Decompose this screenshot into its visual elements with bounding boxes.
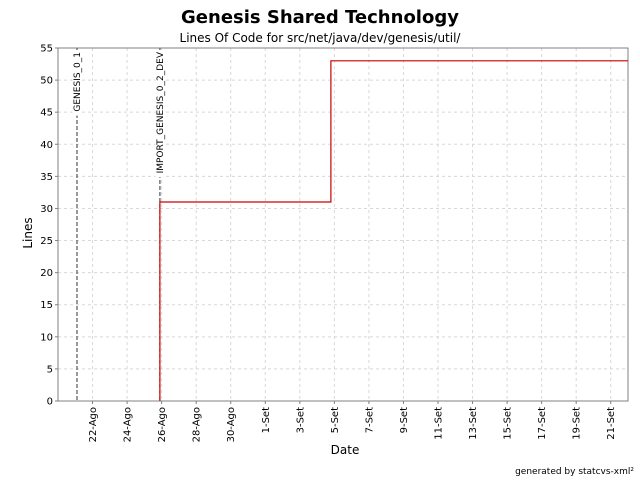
x-tick-label: 13-Set bbox=[468, 407, 479, 440]
plot-area: 0 5 10 15 20 25 30 35 40 45 50 55 22-Ago 24-Ago 26-Ago… bbox=[40, 44, 629, 442]
x-tick-label: 26-Ago bbox=[157, 407, 168, 442]
y-tick-label: 20 bbox=[40, 268, 53, 279]
y-tick-label: 35 bbox=[40, 172, 53, 183]
marker-label: GENESIS_0_1 bbox=[73, 52, 83, 112]
x-tick-label: 11-Set bbox=[434, 407, 445, 440]
y-tick-label: 30 bbox=[40, 204, 53, 215]
x-tick-label: 15-Set bbox=[503, 407, 514, 440]
x-tick-label: 1-Set bbox=[261, 407, 272, 433]
y-tick-label: 50 bbox=[40, 76, 53, 87]
x-tick-label: 30-Ago bbox=[226, 407, 237, 442]
y-tick-label: 45 bbox=[40, 108, 53, 119]
x-tick-label: 24-Ago bbox=[123, 407, 134, 442]
x-axis-label: Date bbox=[331, 443, 360, 457]
marker-label: IMPORT_GENESIS_0_2_DEV bbox=[156, 51, 166, 173]
marker-label-background bbox=[155, 50, 165, 178]
y-tick-label: 5 bbox=[47, 364, 53, 375]
x-tick-label: 28-Ago bbox=[192, 407, 203, 442]
plot-background bbox=[58, 48, 628, 401]
y-tick-label: 55 bbox=[40, 44, 53, 55]
y-tick-label: 15 bbox=[40, 300, 53, 311]
x-tick-label: 21-Set bbox=[606, 407, 617, 440]
x-tick-label: 9-Set bbox=[399, 407, 410, 433]
x-tick-label: 7-Set bbox=[364, 407, 375, 433]
x-tick-label: 3-Set bbox=[295, 407, 306, 433]
x-tick-label: 19-Set bbox=[572, 407, 583, 440]
y-axis-label: Lines bbox=[21, 217, 35, 248]
chart-title: Genesis Shared Technology bbox=[181, 7, 459, 28]
y-tick-label: 40 bbox=[40, 140, 53, 151]
y-tick-label: 25 bbox=[40, 236, 53, 247]
y-tick-label: 0 bbox=[47, 397, 53, 408]
plot-border bbox=[57, 47, 629, 402]
series-line bbox=[159, 60, 628, 401]
marker-label-background bbox=[72, 50, 82, 116]
footer-credit: generated by statcvs-xml² bbox=[515, 467, 634, 477]
x-tick-label: 17-Set bbox=[537, 407, 548, 440]
x-tick-label: 22-Ago bbox=[88, 407, 99, 442]
chart-subtitle: Lines Of Code for src/net/java/dev/genes… bbox=[180, 31, 462, 45]
y-tick-label: 10 bbox=[40, 332, 53, 343]
x-tick-label: 5-Set bbox=[330, 407, 341, 433]
